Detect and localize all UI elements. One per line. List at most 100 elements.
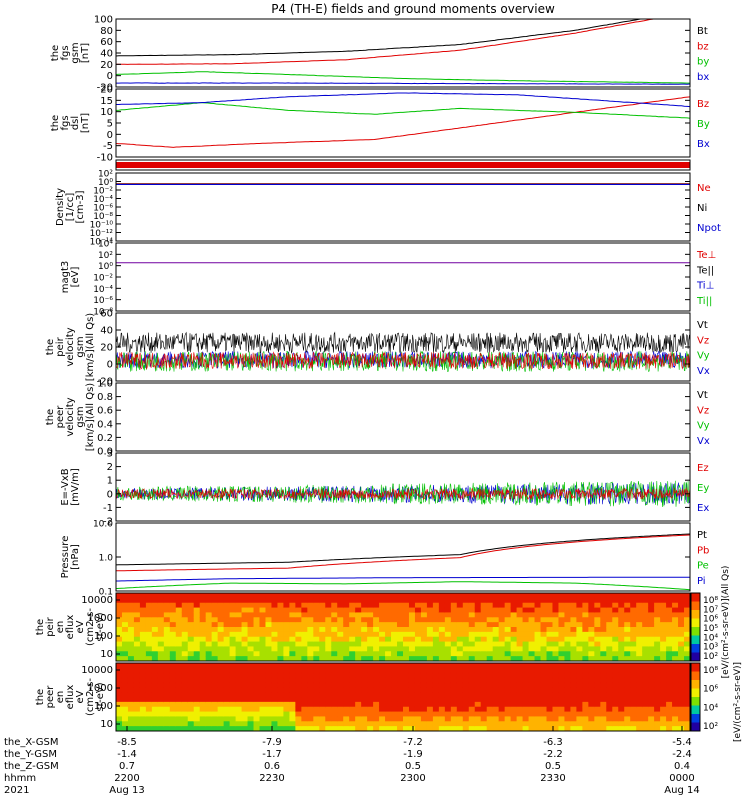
heat-cell xyxy=(468,612,476,618)
heat-cell xyxy=(319,656,326,661)
heat-cell xyxy=(606,677,613,684)
heat-cell xyxy=(271,641,279,648)
heat-cell xyxy=(546,651,554,657)
heat-cell xyxy=(385,692,392,698)
y-axis-label-line: the xyxy=(35,619,46,635)
heat-cell xyxy=(397,663,404,669)
heat-cell xyxy=(331,622,338,628)
heat-cell xyxy=(516,697,524,703)
heat-cell xyxy=(295,607,302,614)
heat-cell xyxy=(235,692,243,698)
heat-cell xyxy=(211,646,219,652)
heat-cell xyxy=(133,677,141,684)
heat-cell xyxy=(235,672,243,679)
heat-cell xyxy=(450,641,458,648)
heat-cell xyxy=(624,622,631,628)
heat-cell xyxy=(498,636,506,643)
heat-cell xyxy=(660,721,667,727)
heat-cell xyxy=(253,672,261,679)
heat-cell xyxy=(462,711,470,718)
series-Pe xyxy=(116,581,690,591)
heat-cell xyxy=(133,641,141,648)
heat-cell xyxy=(582,641,589,648)
heat-cell xyxy=(600,726,607,731)
heat-cell xyxy=(468,646,476,652)
heat-cell xyxy=(127,656,135,661)
heat-cell xyxy=(313,627,320,633)
heat-cell xyxy=(684,682,690,688)
heat-cell xyxy=(636,706,643,713)
heat-cell xyxy=(163,641,171,648)
heat-cell xyxy=(391,692,398,698)
heat-cell xyxy=(414,597,422,604)
heat-cell xyxy=(217,627,225,633)
heat-cell xyxy=(618,667,625,674)
heat-cell xyxy=(522,593,530,599)
heat-cell xyxy=(403,692,410,698)
heat-cell xyxy=(678,646,685,652)
heat-cell xyxy=(235,682,243,688)
heat-cell xyxy=(432,617,440,623)
heat-cell xyxy=(624,612,631,618)
heat-cell xyxy=(151,672,159,679)
heat-cell xyxy=(522,726,530,731)
heat-cell xyxy=(666,701,673,708)
heat-cell xyxy=(307,641,314,648)
heat-cell xyxy=(337,656,344,661)
heat-cell xyxy=(169,692,177,698)
heat-cell xyxy=(193,697,201,703)
heat-cell xyxy=(355,636,362,643)
heat-cell xyxy=(265,612,273,618)
heat-cell xyxy=(367,636,374,643)
heat-cell xyxy=(552,656,560,661)
heat-cell xyxy=(385,682,392,688)
heat-cell xyxy=(504,651,512,657)
heat-cell xyxy=(169,711,177,718)
heat-cell xyxy=(594,721,601,727)
heat-cell xyxy=(295,726,302,731)
heat-cell xyxy=(331,636,338,643)
heat-cell xyxy=(618,706,625,713)
heat-cell xyxy=(403,627,410,633)
heat-cell xyxy=(576,651,583,657)
heat-cell xyxy=(116,593,123,599)
heat-cell xyxy=(289,593,296,599)
heat-cell xyxy=(492,641,500,648)
heat-cell xyxy=(498,721,506,727)
heat-cell xyxy=(456,701,464,708)
heat-cell xyxy=(229,706,237,713)
heat-cell xyxy=(283,721,290,727)
heat-cell xyxy=(121,627,129,633)
heat-cell xyxy=(379,602,386,609)
heat-cell xyxy=(319,636,326,643)
heat-cell xyxy=(642,697,649,703)
heat-cell xyxy=(271,656,279,661)
plot-area xyxy=(116,331,690,373)
y-axis-label-line: [nT] xyxy=(80,113,91,133)
heat-cell xyxy=(414,631,422,638)
heat-cell xyxy=(612,672,619,679)
heat-cell xyxy=(570,721,577,727)
heat-cell xyxy=(265,706,273,713)
heat-cell xyxy=(259,617,267,623)
x-row-value: 2230 xyxy=(259,773,284,784)
heat-cell xyxy=(271,721,279,727)
heat-cell xyxy=(582,667,589,674)
heat-cell xyxy=(558,651,566,657)
heat-cell xyxy=(325,697,332,703)
heat-cell xyxy=(139,646,147,652)
heat-cell xyxy=(253,701,261,708)
heat-cell xyxy=(307,721,314,727)
heat-cell xyxy=(438,663,446,669)
heat-cell xyxy=(660,631,667,638)
heat-cell xyxy=(295,636,302,643)
heat-cell xyxy=(241,651,249,657)
heat-cell xyxy=(223,627,231,633)
heat-cell xyxy=(319,667,326,674)
heat-cell xyxy=(444,701,452,708)
heat-cell xyxy=(367,721,374,727)
heat-cell xyxy=(235,597,243,604)
heat-cell xyxy=(337,627,344,633)
heat-cell xyxy=(606,716,613,722)
heat-cell xyxy=(498,593,506,599)
